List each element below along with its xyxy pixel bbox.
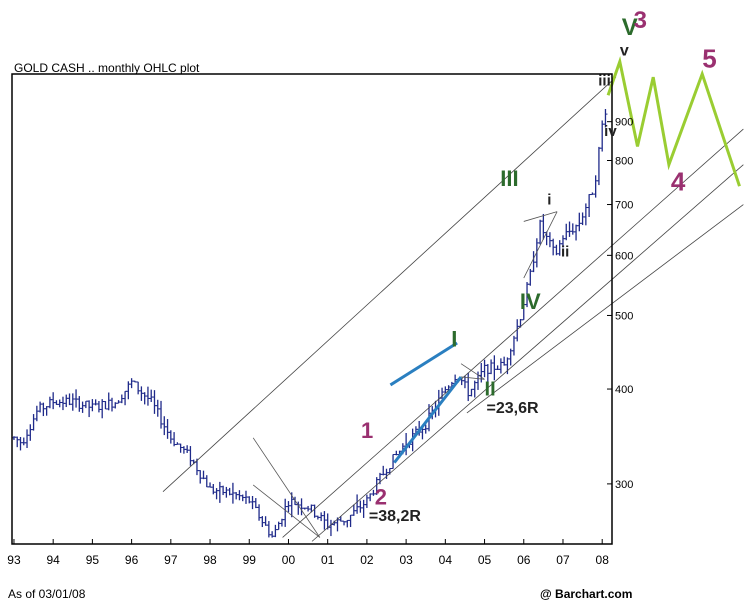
- wave-label: iii: [598, 72, 611, 89]
- wave-label: II: [485, 379, 496, 401]
- y-tick-label: 700: [615, 200, 633, 212]
- pattern-line: [252, 484, 321, 538]
- wave-label: v: [620, 43, 629, 60]
- x-tick-label: 95: [86, 553, 100, 567]
- x-tick-label: 02: [360, 553, 374, 567]
- footer-source: @ Barchart.com: [540, 587, 632, 601]
- x-tick-label: 06: [517, 553, 531, 567]
- x-tick-label: 04: [439, 553, 453, 567]
- y-tick-label: 300: [615, 479, 633, 491]
- x-tick-label: 08: [596, 553, 610, 567]
- x-tick-label: 01: [321, 553, 335, 567]
- wave-label: I: [451, 327, 457, 352]
- wave-label: 1: [361, 418, 373, 443]
- wave-label: V: [622, 14, 638, 41]
- x-tick-label: 03: [399, 553, 413, 567]
- wave-label: III: [500, 166, 518, 191]
- pattern-line: [523, 211, 558, 222]
- y-tick-label: 900: [615, 117, 633, 129]
- x-tick-label: 05: [478, 553, 492, 567]
- chart-title: GOLD CASH .. monthly OHLC plot: [14, 61, 200, 75]
- y-tick-label: 600: [615, 250, 633, 262]
- wedge-line: [393, 375, 463, 464]
- wave-label: ii: [561, 243, 569, 260]
- wave-label: iv: [604, 123, 617, 140]
- wave-label: =38,2R: [369, 508, 421, 525]
- pattern-line: [460, 376, 485, 380]
- y-axis-ticks: 300 400 500 600 700 800 900: [607, 117, 633, 491]
- y-tick-label: 500: [615, 310, 633, 322]
- plot-frame: [11, 73, 613, 545]
- footer-date: As of 03/01/08: [8, 587, 86, 601]
- wave-label: 2: [375, 484, 387, 509]
- trend-lines: [162, 55, 744, 542]
- pattern-line: [252, 437, 321, 538]
- pattern-line: [523, 211, 558, 279]
- y-tick-label: 400: [615, 384, 633, 396]
- x-tick-label: 94: [46, 553, 60, 567]
- wave-label: 4: [671, 167, 686, 197]
- channel-line: [282, 128, 744, 538]
- x-tick-label: 93: [7, 553, 21, 567]
- x-tick-label: 96: [125, 553, 139, 567]
- wave-label: i: [547, 192, 551, 209]
- y-tick-label: 800: [615, 156, 633, 168]
- channel-line: [162, 76, 617, 492]
- wave-label: 5: [702, 44, 716, 74]
- channel-line: [466, 204, 744, 414]
- wave-label: IV: [520, 289, 541, 314]
- x-tick-label: 07: [556, 553, 570, 567]
- wave-label: 3: [634, 7, 647, 34]
- x-axis-ticks: 93 94 95 96 97 98 99 00 01 02 03 04 05 06 07 08: [7, 539, 609, 567]
- wedge-line: [389, 341, 458, 387]
- pattern-line: [460, 363, 485, 380]
- x-tick-label: 00: [282, 553, 296, 567]
- projection-path: [606, 55, 741, 187]
- x-tick-label: 99: [243, 553, 257, 567]
- x-tick-label: 98: [203, 553, 217, 567]
- x-tick-label: 97: [164, 553, 178, 567]
- channel-line: [311, 164, 744, 542]
- wave-label: =23,6R: [487, 400, 539, 417]
